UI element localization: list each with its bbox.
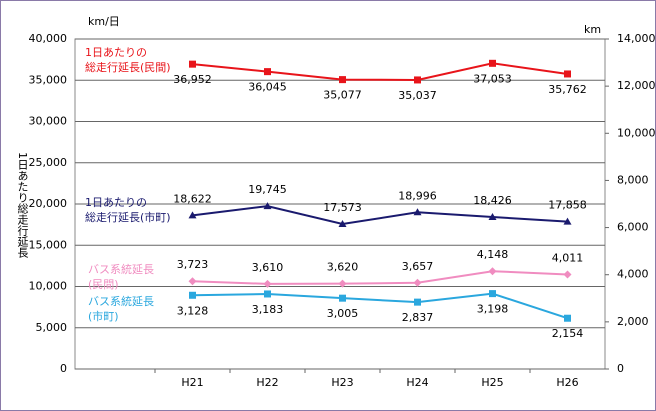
marker [564, 70, 571, 78]
marker [338, 279, 347, 288]
y-tick-label: 10,000 [29, 280, 68, 293]
y-tick-label: 25,000 [29, 156, 68, 169]
y-tick-label: 40,000 [29, 32, 68, 45]
data-label: 3,723 [177, 258, 209, 271]
data-label: 3,657 [402, 260, 434, 273]
data-label: 4,148 [477, 248, 509, 261]
y2-tick-label: 14,000 [617, 32, 656, 45]
data-label: 17,573 [323, 201, 362, 214]
marker [188, 277, 197, 286]
marker [339, 76, 346, 84]
marker [264, 290, 271, 298]
data-label: 3,183 [252, 303, 284, 316]
marker [189, 60, 196, 68]
data-label: 35,077 [323, 89, 362, 102]
marker [189, 291, 196, 299]
legend-label: 1日あたりの 総走行延長(民間) [85, 46, 171, 74]
marker [264, 68, 271, 76]
data-label: 3,198 [477, 303, 509, 316]
marker [489, 59, 496, 67]
data-label: 17,858 [548, 199, 587, 212]
marker [414, 298, 421, 306]
y-tick-label: 30,000 [29, 115, 68, 128]
y2-tick-label: 4,000 [617, 268, 649, 281]
marker [339, 294, 346, 302]
y-axis-title: 1日あたり総走行延長 [16, 152, 29, 259]
y-tick-label: 15,000 [29, 238, 68, 251]
data-label: 4,011 [552, 251, 584, 264]
x-tick-label: H26 [556, 376, 578, 389]
marker [563, 270, 572, 279]
data-label: 37,053 [473, 72, 512, 85]
marker [188, 211, 197, 219]
legend-label: バス系統延長 (民間) [88, 263, 154, 291]
x-tick-label: H22 [256, 376, 278, 389]
data-label: 35,762 [548, 83, 587, 96]
y2-tick-label: 12,000 [617, 79, 656, 92]
marker [488, 267, 497, 276]
series-line [192, 62, 568, 81]
y2-tick-label: 2,000 [617, 315, 649, 328]
marker [338, 220, 347, 228]
series-line [192, 270, 568, 285]
y2-tick-label: 0 [617, 362, 624, 375]
marker [263, 202, 272, 210]
marker [488, 212, 497, 220]
legend-label: 1日あたりの 総走行延長(市町) [85, 196, 171, 224]
series-line [192, 292, 568, 320]
y-unit: km/日 [88, 15, 120, 28]
x-tick-label: H21 [181, 376, 203, 389]
data-label: 2,154 [552, 327, 584, 340]
data-label: 36,952 [173, 73, 212, 86]
y-tick-label: 35,000 [29, 73, 68, 86]
data-label: 3,610 [252, 261, 284, 274]
marker [263, 279, 272, 288]
y2-tick-label: 6,000 [617, 221, 649, 234]
y2-unit: km [584, 23, 601, 36]
data-label: 3,005 [327, 307, 359, 320]
x-tick-label: H24 [406, 376, 428, 389]
y2-tick-label: 10,000 [617, 126, 656, 139]
y-tick-label: 0 [60, 362, 67, 375]
x-tick-label: H23 [331, 376, 353, 389]
data-label: 19,745 [248, 183, 287, 196]
data-label: 18,622 [173, 192, 212, 205]
data-label: 35,037 [398, 89, 437, 102]
marker [413, 208, 422, 216]
y-tick-label: 20,000 [29, 197, 68, 210]
marker [413, 278, 422, 287]
marker [414, 76, 421, 84]
data-label: 36,045 [248, 81, 287, 94]
data-label: 18,426 [473, 194, 512, 207]
marker [489, 290, 496, 298]
data-label: 3,128 [177, 304, 209, 317]
y-tick-label: 5,000 [36, 321, 68, 334]
data-label: 3,620 [327, 261, 359, 274]
data-label: 2,837 [402, 311, 434, 324]
data-label: 18,996 [398, 189, 437, 202]
legend-label: バス系統延長 (市町) [88, 295, 154, 323]
y2-tick-label: 8,000 [617, 173, 649, 186]
x-tick-label: H25 [481, 376, 503, 389]
series-line [192, 205, 568, 226]
marker [564, 314, 571, 322]
marker [563, 217, 572, 225]
